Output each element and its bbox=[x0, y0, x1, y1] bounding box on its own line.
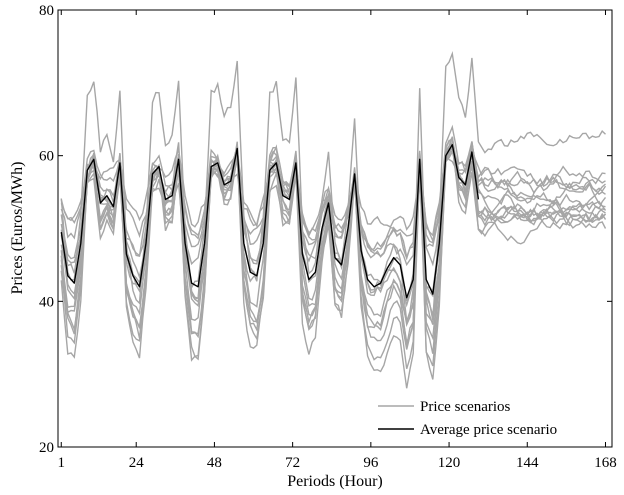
x-tick-label: 24 bbox=[129, 455, 145, 471]
x-tick-label: 96 bbox=[363, 455, 379, 471]
plot-area-frame bbox=[57, 9, 613, 448]
y-tick-label: 20 bbox=[39, 440, 54, 456]
x-tick-label: 168 bbox=[594, 455, 617, 471]
y-axis-ticks: 20 40 60 80 bbox=[39, 3, 612, 456]
price-scenario-line bbox=[60, 145, 606, 238]
average-price-line bbox=[60, 143, 480, 299]
x-tick-label: 1 bbox=[58, 455, 66, 471]
legend-label-scenarios: Price scenarios bbox=[420, 399, 511, 415]
x-tick-label: 144 bbox=[516, 455, 539, 471]
average-price-line-group bbox=[60, 143, 480, 299]
y-axis-label: Prices (Euros/MWh) bbox=[9, 162, 26, 295]
legend: Price scenarios Average price scenario bbox=[378, 399, 557, 438]
y-tick-label: 80 bbox=[39, 3, 54, 19]
y-tick-label: 60 bbox=[39, 149, 54, 165]
y-tick-label: 40 bbox=[39, 294, 54, 310]
x-tick-label: 72 bbox=[285, 455, 300, 471]
x-axis-label: Periods (Hour) bbox=[287, 473, 383, 490]
x-tick-label: 48 bbox=[207, 455, 222, 471]
x-axis-ticks: 1 24 48 72 96 120 144 168 bbox=[58, 10, 617, 471]
x-tick-label: 120 bbox=[438, 455, 461, 471]
legend-label-average: Average price scenario bbox=[420, 422, 557, 438]
